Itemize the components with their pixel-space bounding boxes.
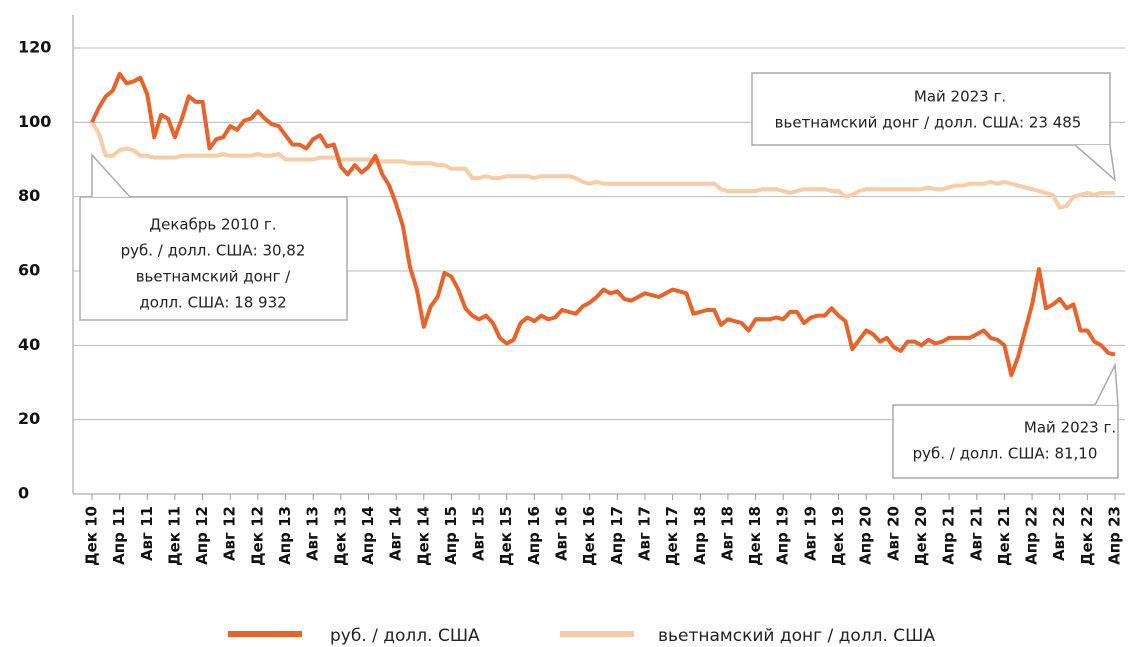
x-tick-label: Дек 14 — [414, 506, 432, 566]
annotation-text: вьетнамский донг / долл. США: 23 485 — [775, 114, 1082, 132]
x-tick-label: Дек 10 — [83, 506, 101, 566]
annotation-pointer — [1094, 362, 1119, 406]
x-tick-label: Дек 22 — [1078, 506, 1096, 566]
x-tick-label: Авг 19 — [801, 506, 819, 561]
y-tick-label: 20 — [18, 409, 40, 428]
x-tick-label: Апр 12 — [193, 506, 211, 565]
x-tick-label: Апр 11 — [110, 506, 128, 565]
x-tick-label: Авг 17 — [635, 506, 653, 561]
annotation-text: Май 2023 г. — [1024, 419, 1116, 437]
legend-label: вьетнамский донг / долл. США — [658, 626, 935, 646]
x-tick-label: Авг 13 — [304, 506, 322, 561]
annotation-pointer — [91, 153, 131, 198]
x-tick-label: Дек 11 — [165, 506, 183, 566]
x-tick-label: Апр 22 — [1023, 506, 1041, 565]
x-tick-label: Дек 21 — [995, 506, 1013, 566]
x-tick-label: Апр 19 — [774, 506, 792, 565]
x-tick-label: Апр 17 — [608, 506, 626, 565]
annotation-text: Май 2023 г. — [914, 88, 1006, 106]
legend-label: руб. / долл. США — [330, 626, 480, 646]
x-tick-label: Авг 11 — [138, 506, 156, 561]
x-tick-label: Апр 14 — [359, 506, 377, 565]
annotation-text: вьетнамский донг / — [136, 268, 292, 286]
x-tick-label: Апр 23 — [1106, 506, 1124, 565]
x-tick-label: Дек 17 — [663, 506, 681, 566]
y-tick-label: 120 — [18, 38, 51, 57]
x-tick-label: Авг 18 — [718, 506, 736, 561]
x-tick-label: Апр 21 — [940, 506, 958, 565]
x-tick-label: Дек 20 — [912, 506, 930, 566]
x-tick-label: Апр 18 — [691, 506, 709, 565]
series-line — [90, 121, 1115, 210]
annotation-box — [79, 196, 348, 321]
x-tick-label: Апр 16 — [525, 506, 543, 565]
annotation-text: руб. / долл. США: 81,10 — [913, 445, 1098, 463]
x-tick-label: Дек 19 — [829, 506, 847, 566]
x-tick-label: Авг 15 — [470, 506, 488, 561]
x-tick-label: Апр 13 — [276, 506, 294, 565]
y-tick-label: 40 — [18, 335, 40, 354]
annotation-pointer — [1074, 144, 1117, 182]
annotation-box — [751, 72, 1111, 146]
x-tick-label: Дек 12 — [248, 506, 266, 566]
annotation-text: долл. США: 18 932 — [139, 294, 286, 312]
annotation-text: Декабрь 2010 г. — [149, 216, 276, 234]
y-tick-label: 100 — [18, 112, 51, 131]
y-tick-label: 80 — [18, 186, 40, 205]
x-tick-label: Дек 16 — [580, 506, 598, 566]
y-tick-label: 0 — [18, 484, 29, 503]
x-tick-label: Авг 21 — [967, 506, 985, 561]
x-tick-label: Дек 13 — [331, 506, 349, 566]
x-tick-label: Дек 18 — [746, 506, 764, 566]
x-tick-label: Авг 22 — [1050, 506, 1068, 561]
y-tick-label: 60 — [18, 261, 40, 280]
x-tick-label: Дек 15 — [497, 506, 515, 566]
x-tick-label: Авг 20 — [884, 506, 902, 561]
x-tick-label: Авг 16 — [553, 506, 571, 561]
x-tick-label: Апр 20 — [857, 506, 875, 565]
series-line — [90, 72, 1116, 378]
x-tick-label: Апр 15 — [442, 506, 460, 565]
annotation-text: руб. / долл. США: 30,82 — [121, 242, 306, 260]
annotation-box — [892, 404, 1119, 479]
x-tick-label: Авг 14 — [387, 506, 405, 561]
x-tick-label: Авг 12 — [221, 506, 239, 561]
